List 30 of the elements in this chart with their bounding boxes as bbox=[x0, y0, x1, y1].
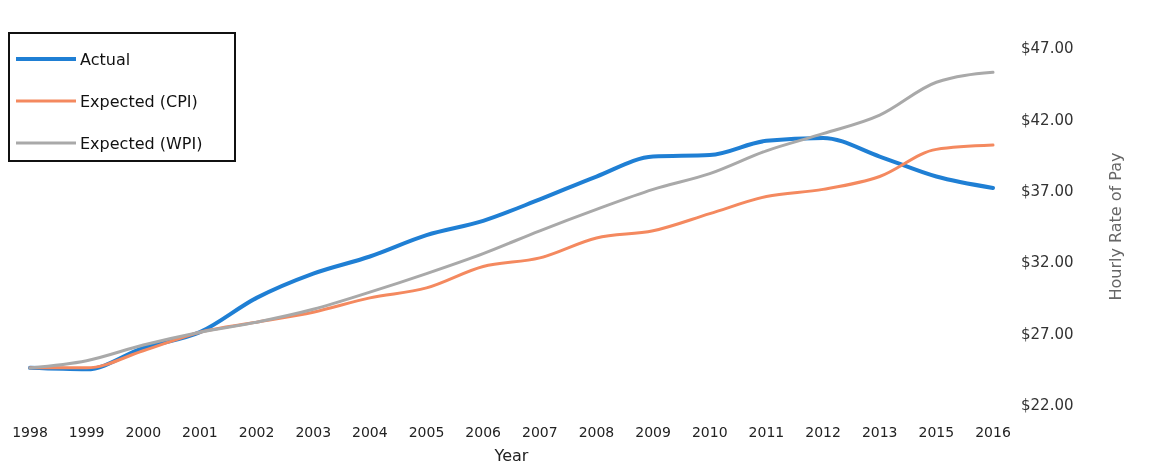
x-tick-label: 2009 bbox=[635, 424, 671, 440]
x-tick-label: 2000 bbox=[125, 424, 162, 440]
x-tick-label: 1999 bbox=[68, 424, 105, 440]
legend-label: Actual bbox=[80, 49, 131, 69]
y-tick-label: $32.00 bbox=[1021, 253, 1074, 272]
legend-label: Expected (WPI) bbox=[80, 133, 203, 153]
x-tick-label: 1998 bbox=[12, 424, 48, 440]
x-tick-label: 2005 bbox=[408, 424, 445, 440]
x-tick-label: 2008 bbox=[578, 424, 615, 440]
x-tick-label: 2004 bbox=[352, 424, 388, 440]
x-axis-title: Year bbox=[493, 446, 529, 465]
y-tick-label: $22.00 bbox=[1021, 396, 1074, 415]
x-tick-label: 2001 bbox=[182, 424, 218, 440]
x-tick-label: 2012 bbox=[805, 424, 841, 440]
x-tick-label: 2011 bbox=[748, 424, 785, 440]
legend-label: Expected (CPI) bbox=[80, 91, 198, 111]
y-tick-label: $42.00 bbox=[1021, 110, 1074, 129]
x-tick-label: 2007 bbox=[522, 424, 558, 440]
x-tick-label: 2006 bbox=[465, 424, 502, 440]
x-tick-label: 2016 bbox=[975, 424, 1011, 440]
x-tick-label: 2015 bbox=[918, 424, 955, 440]
y-axis-title: Hourly Rate of Pay bbox=[1106, 152, 1125, 301]
y-tick-label: $37.00 bbox=[1021, 182, 1074, 201]
x-tick-label: 2013 bbox=[861, 424, 898, 440]
x-tick-label: 2002 bbox=[238, 424, 275, 440]
line-series bbox=[28, 70, 995, 370]
x-tick-label: 2003 bbox=[295, 424, 332, 440]
x-tick-label: 2010 bbox=[691, 424, 728, 440]
y-tick-label: $27.00 bbox=[1021, 324, 1074, 343]
y-tick-label: $47.00 bbox=[1021, 39, 1074, 58]
